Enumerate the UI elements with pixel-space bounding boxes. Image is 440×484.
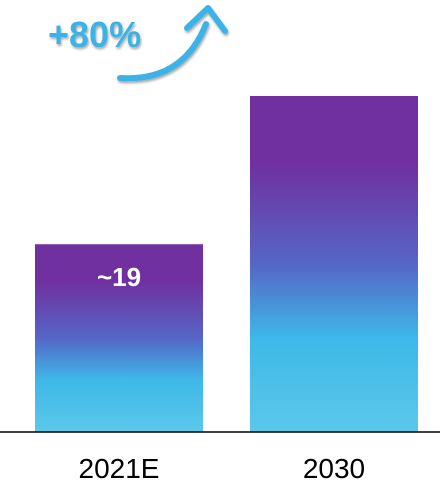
x-tick-label: 2021E [79,453,160,484]
bar-value-label: ~19 [97,262,141,292]
growth-annotation: +80% [48,14,141,55]
bar-2030 [250,96,418,432]
growth-arrow-icon [117,5,228,82]
bar-2021e [35,244,203,432]
x-tick-label: 2030 [303,453,365,484]
